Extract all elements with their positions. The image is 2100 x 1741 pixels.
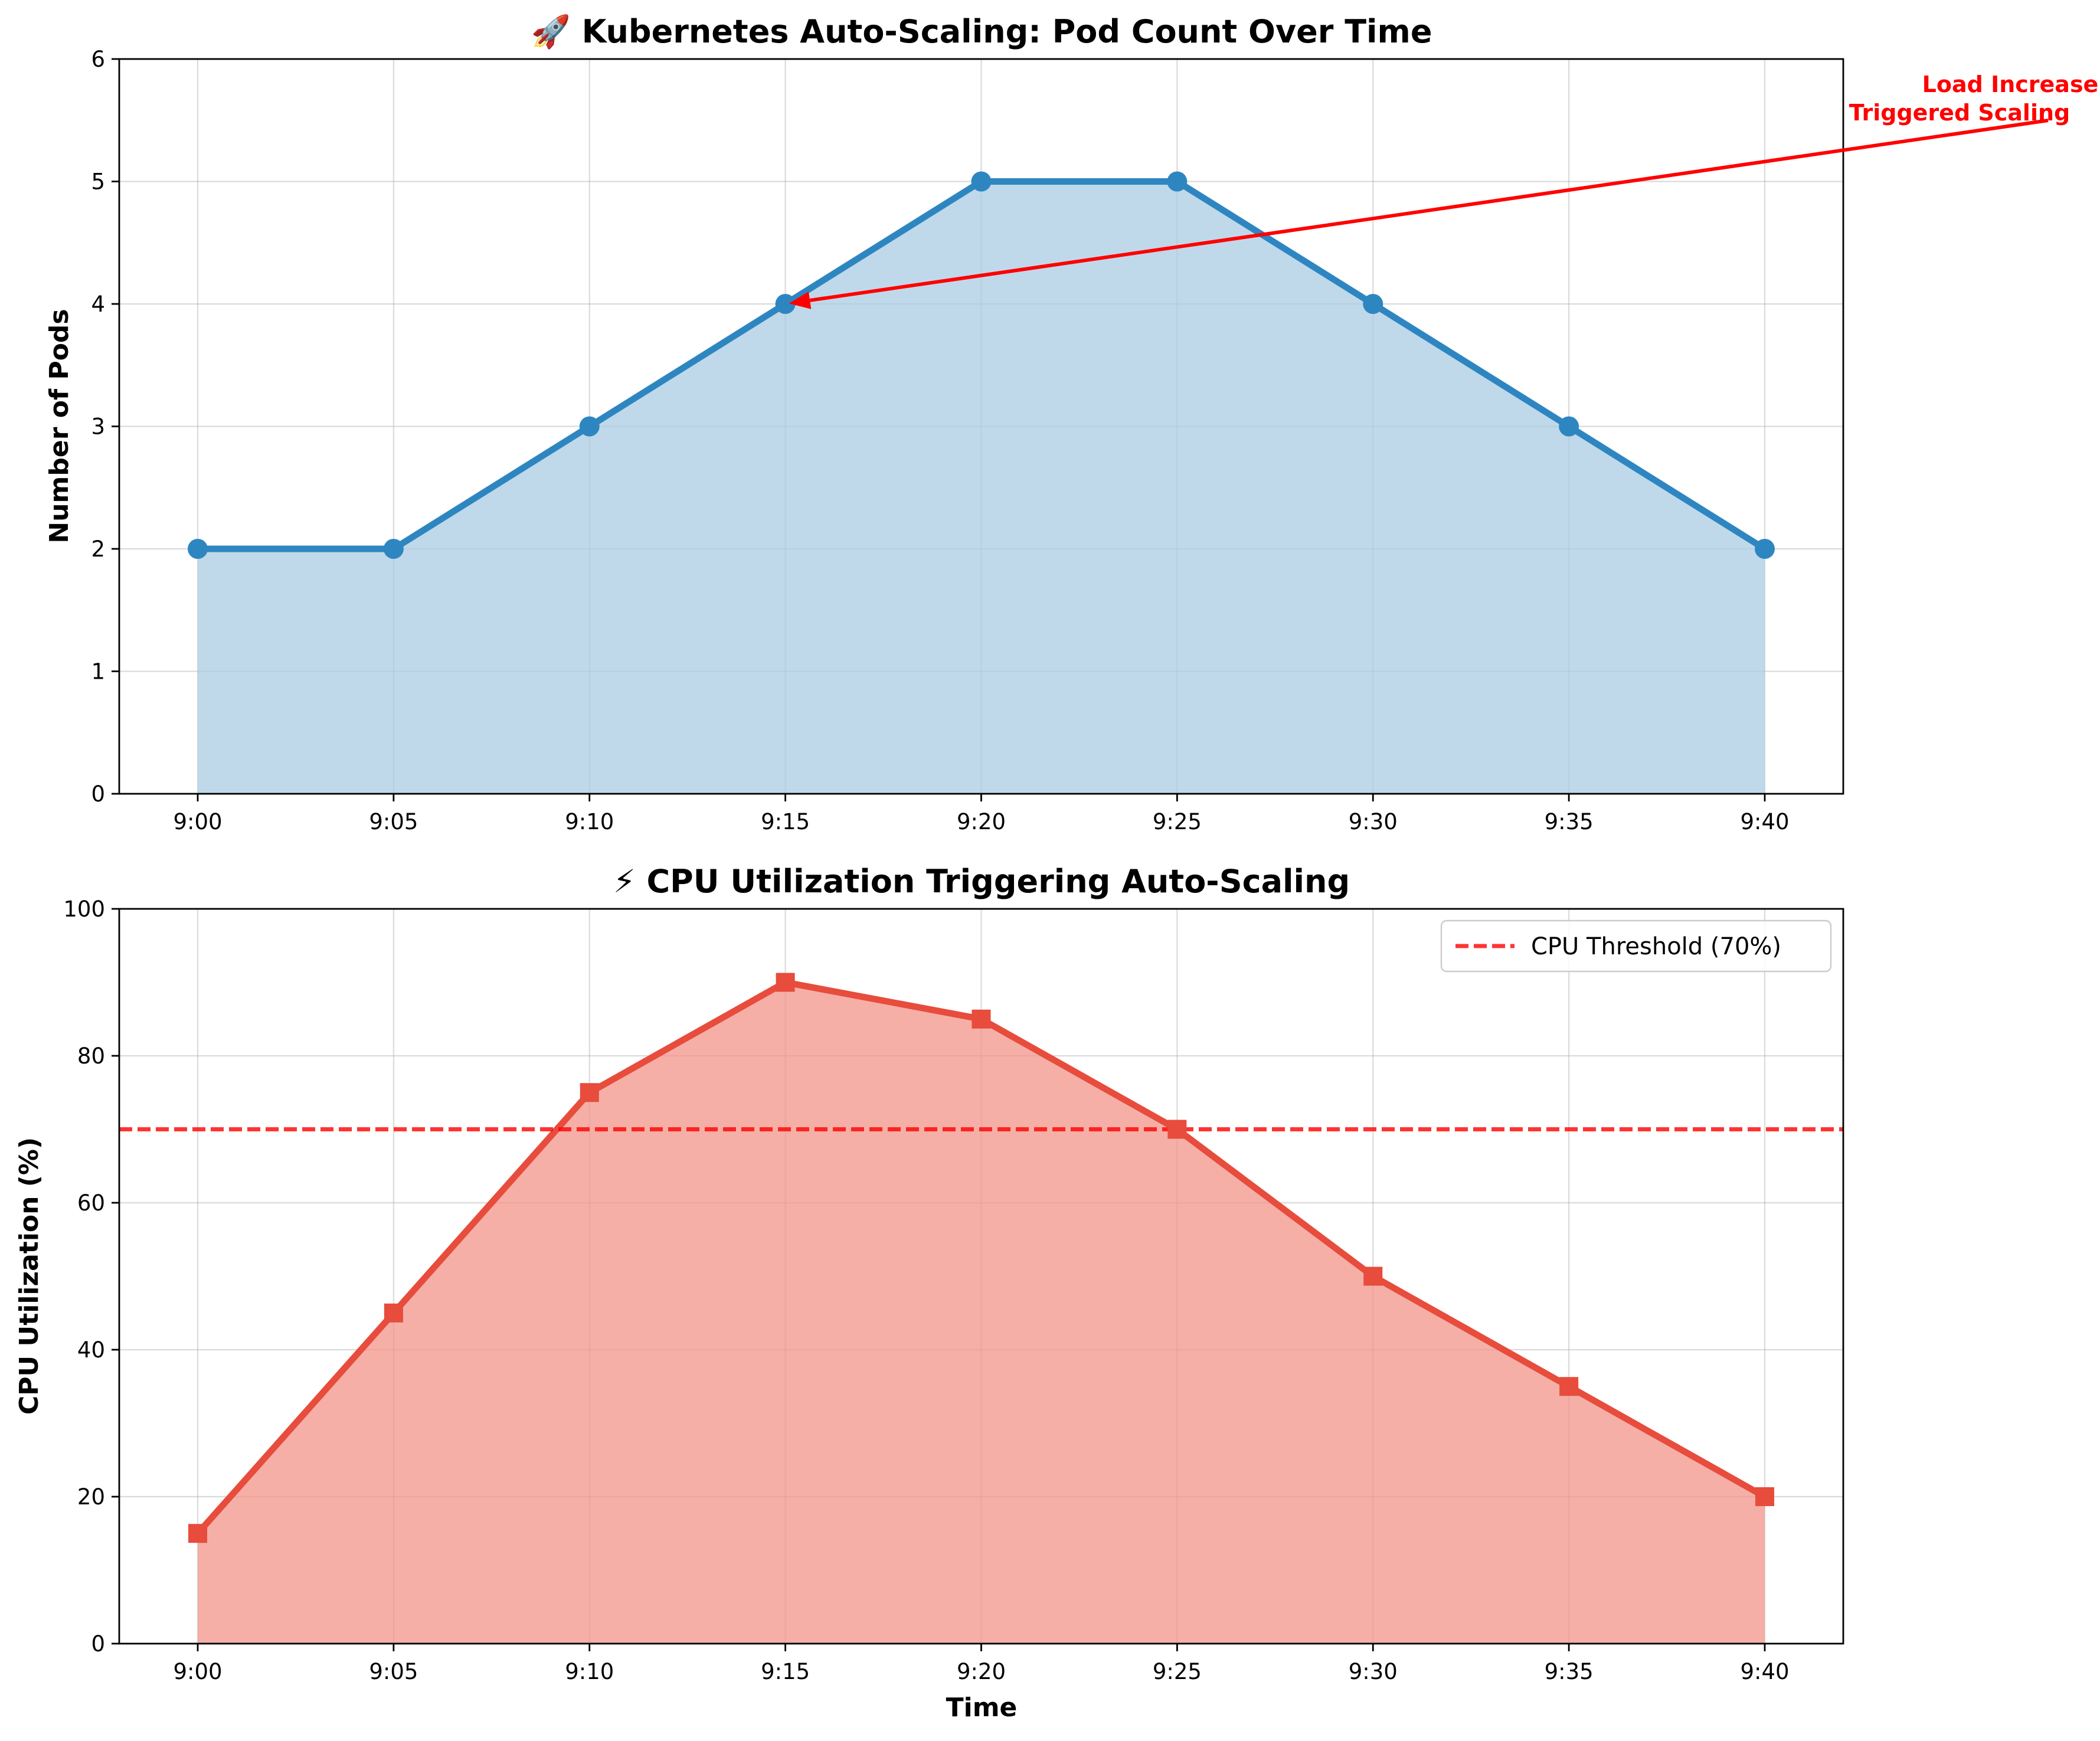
data-point-marker xyxy=(1167,1120,1187,1139)
pod-chart-x-ticks: 9:00 9:05 9:10 9:15 9:20 9:25 9:30 9:35 9:40 xyxy=(173,794,1790,834)
pod-chart-markers xyxy=(188,171,1775,559)
series-area-fill xyxy=(198,181,1765,794)
series-area-fill xyxy=(198,982,1765,1644)
x-tick-label: 9:10 xyxy=(565,809,614,834)
y-tick-label: 6 xyxy=(91,47,105,72)
data-point-marker xyxy=(776,973,795,992)
x-tick-label: 9:00 xyxy=(173,1659,222,1684)
annotation-text-line-2: Triggered Scaling xyxy=(1849,100,2070,126)
cpu-chart-y-axis-label: CPU Utilization (%) xyxy=(14,1137,44,1415)
cpu-utilization-chart: ⚡ CPU Utilization Triggering Auto-Scalin… xyxy=(14,863,1844,1723)
x-tick-label: 9:40 xyxy=(1740,1659,1789,1684)
y-tick-label: 100 xyxy=(63,896,105,922)
annotation-arrow-line xyxy=(809,119,2049,302)
x-tick-label: 9:05 xyxy=(369,809,418,834)
y-tick-label: 20 xyxy=(77,1484,105,1510)
data-point-marker xyxy=(1755,1487,1774,1506)
data-point-marker xyxy=(1755,539,1775,559)
data-point-marker xyxy=(1559,416,1579,437)
data-point-marker xyxy=(1559,1377,1579,1396)
x-tick-label: 9:25 xyxy=(1153,1659,1202,1684)
annotation-text-line-1: Load Increase xyxy=(1922,71,2099,97)
cpu-chart-x-ticks: 9:00 9:05 9:10 9:15 9:20 9:25 9:30 9:35 9:40 xyxy=(173,1644,1790,1684)
pod-count-chart: 🚀 Kubernetes Auto-Scaling: Pod Count Ove… xyxy=(44,13,2098,834)
y-tick-label: 80 xyxy=(77,1043,105,1069)
legend-threshold-label: CPU Threshold (70%) xyxy=(1531,933,1781,960)
x-tick-label: 9:05 xyxy=(369,1659,418,1684)
data-point-marker xyxy=(384,1303,403,1323)
data-point-marker xyxy=(971,171,992,192)
x-tick-label: 9:35 xyxy=(1545,1659,1594,1684)
y-tick-label: 60 xyxy=(77,1190,105,1216)
x-tick-label: 9:00 xyxy=(173,809,222,834)
y-tick-label: 3 xyxy=(91,414,105,440)
x-tick-label: 9:25 xyxy=(1153,809,1202,834)
pod-chart-y-ticks: 0 1 2 3 4 5 6 xyxy=(91,47,119,807)
y-tick-label: 0 xyxy=(91,781,105,807)
y-tick-label: 40 xyxy=(77,1337,105,1363)
cpu-chart-title: ⚡ CPU Utilization Triggering Auto-Scalin… xyxy=(613,863,1350,900)
y-tick-label: 1 xyxy=(91,659,105,685)
legend-box xyxy=(1440,919,1832,973)
cpu-chart-area xyxy=(198,982,1765,1644)
cpu-chart-markers xyxy=(188,973,1774,1543)
x-tick-label: 9:15 xyxy=(761,1659,810,1684)
data-point-marker xyxy=(580,1083,599,1102)
cpu-chart-x-axis-label: Time xyxy=(946,1693,1018,1723)
x-tick-label: 9:30 xyxy=(1349,1659,1398,1684)
data-point-marker xyxy=(1363,1267,1383,1286)
pod-chart-title: 🚀 Kubernetes Auto-Scaling: Pod Count Ove… xyxy=(531,13,1432,50)
cpu-chart-legend: CPU Threshold (70%) xyxy=(1440,919,1832,973)
data-point-marker xyxy=(383,539,404,559)
data-point-marker xyxy=(775,294,796,314)
y-tick-label: 4 xyxy=(91,292,105,317)
y-tick-label: 0 xyxy=(91,1631,105,1657)
cpu-chart-y-ticks: 0 20 40 60 80 100 xyxy=(63,896,119,1657)
data-point-marker xyxy=(188,539,208,559)
data-point-marker xyxy=(1167,171,1188,192)
y-tick-label: 5 xyxy=(91,169,105,195)
x-tick-label: 9:20 xyxy=(957,809,1006,834)
data-point-marker xyxy=(972,1009,991,1029)
y-tick-label: 2 xyxy=(91,536,105,562)
x-tick-label: 9:30 xyxy=(1349,809,1398,834)
x-tick-label: 9:15 xyxy=(761,809,810,834)
scaling-annotation: Load Increase Triggered Scaling xyxy=(789,71,2099,309)
annotation-arrow-head xyxy=(789,292,812,309)
data-point-marker xyxy=(579,416,600,437)
data-point-marker xyxy=(1363,294,1383,314)
x-tick-label: 9:10 xyxy=(565,1659,614,1684)
x-tick-label: 9:20 xyxy=(957,1659,1006,1684)
pod-chart-area xyxy=(198,181,1765,794)
x-tick-label: 9:35 xyxy=(1545,809,1594,834)
data-point-marker xyxy=(188,1524,207,1543)
x-tick-label: 9:40 xyxy=(1740,809,1789,834)
pod-chart-y-axis-label: Number of Pods xyxy=(44,309,74,543)
